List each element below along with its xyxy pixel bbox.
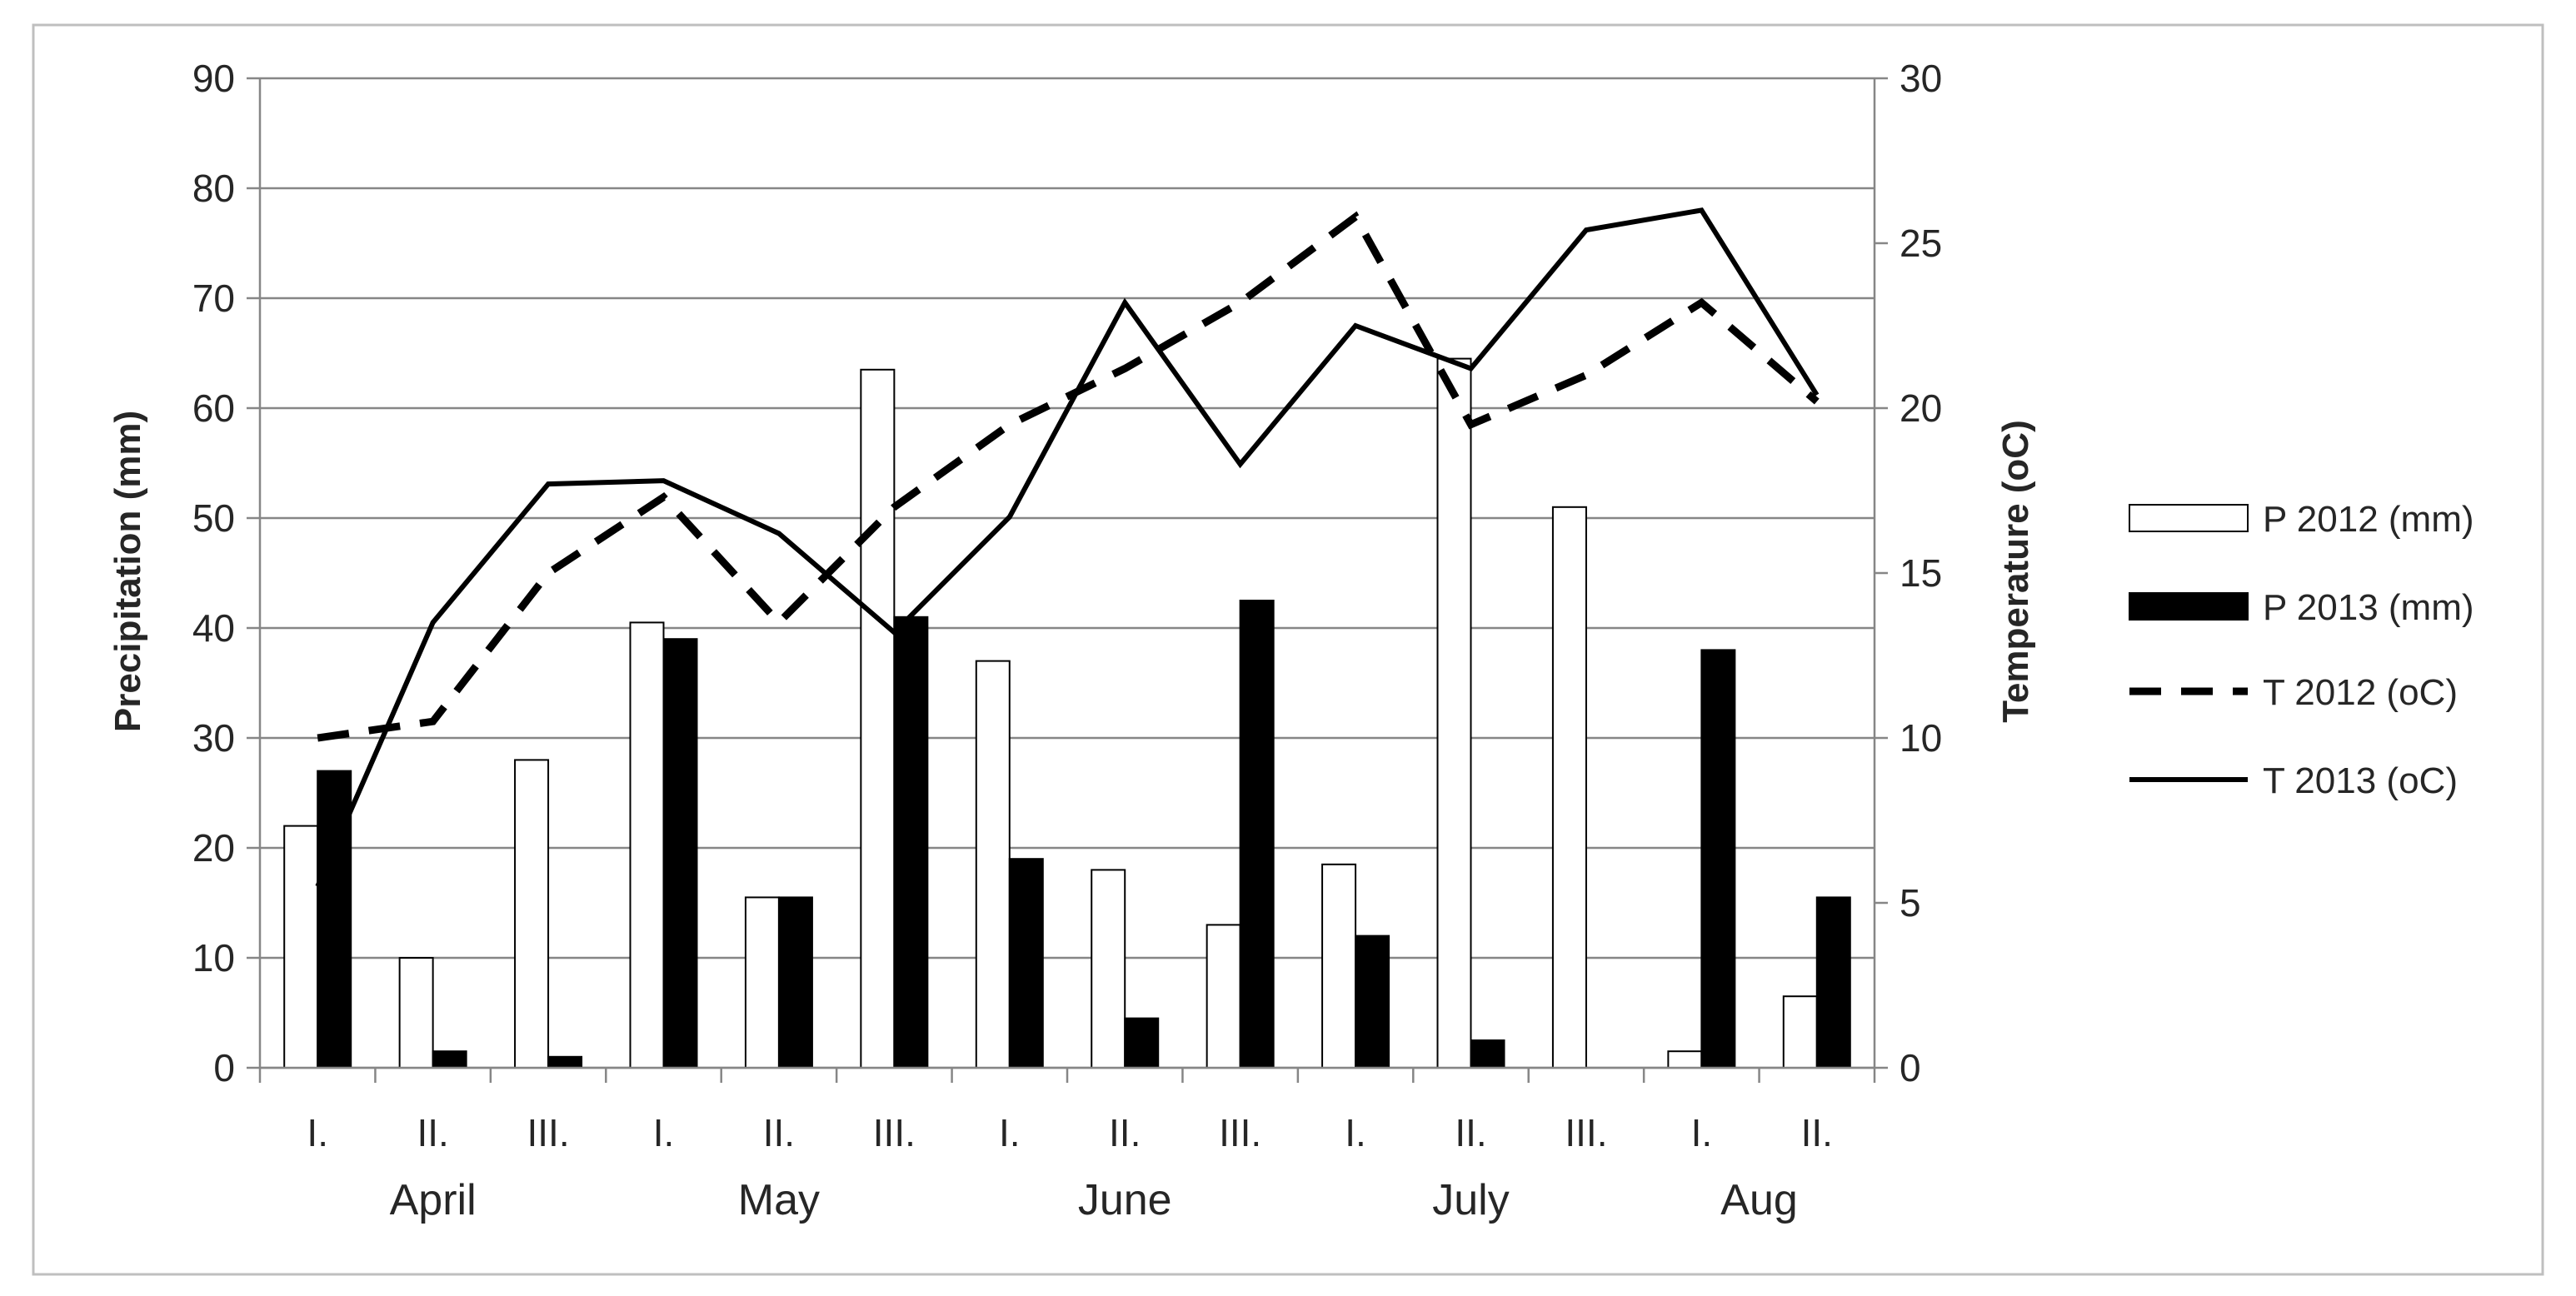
bar [1321, 863, 1357, 1069]
y-tick-label: 50 [192, 496, 235, 540]
y2-tick-label: 5 [1900, 881, 1921, 925]
x-tick-label: I. [1691, 1111, 1713, 1154]
legend-swatch [2129, 504, 2249, 532]
y2-tick-label: 25 [1900, 222, 1942, 265]
bar [744, 896, 780, 1069]
bar [629, 621, 665, 1069]
legend-label: P 2012 (mm) [2263, 499, 2474, 540]
x-tick-label: I. [1345, 1111, 1366, 1154]
y-tick-label: 30 [192, 716, 235, 760]
series-line [317, 211, 1820, 742]
legend-label: P 2013 (mm) [2263, 587, 2474, 628]
legend-label: T 2013 (oC) [2263, 760, 2458, 801]
bar [514, 759, 550, 1069]
month-label: April [390, 1176, 477, 1224]
y-tick-label: 10 [192, 936, 235, 979]
x-tick-label: III. [1565, 1111, 1607, 1154]
y-tick-label: 20 [192, 826, 235, 870]
y2-tick-label: 20 [1900, 386, 1942, 430]
x-tick-label: III. [1219, 1111, 1261, 1154]
y-tick-label: 0 [213, 1046, 235, 1089]
bar [1667, 1050, 1703, 1069]
bar [1008, 858, 1044, 1069]
y-tick-label: 40 [192, 606, 235, 650]
legend-swatch [2129, 592, 2249, 621]
x-tick-label: II. [1455, 1111, 1486, 1154]
bar [1470, 1039, 1505, 1069]
bar [1551, 506, 1587, 1069]
bar [893, 616, 929, 1069]
y2-tick-label: 10 [1900, 716, 1942, 760]
y-tick-label: 80 [192, 167, 235, 210]
x-tick-label: I. [307, 1111, 328, 1154]
bar [1700, 649, 1736, 1069]
bar [1206, 924, 1241, 1069]
month-label: Aug [1720, 1176, 1798, 1224]
month-label: June [1078, 1176, 1172, 1224]
x-tick-label: II. [417, 1111, 448, 1154]
y2-tick-label: 0 [1900, 1046, 1921, 1089]
bar [1436, 357, 1472, 1069]
bar [662, 638, 698, 1069]
y-tick-label: 70 [192, 277, 235, 320]
x-tick-label: I. [999, 1111, 1021, 1154]
bar [1124, 1017, 1160, 1069]
y-axis-title: Precipitation (mm) [107, 411, 148, 732]
bar [432, 1050, 467, 1069]
x-tick-label: II. [763, 1111, 795, 1154]
chart-frame [32, 23, 2544, 1276]
axis-labels: 0 10 20 30 40 50 60 70 80 90 0 5 10 15 20 25 30 I. II. III.… [192, 57, 1942, 1224]
bar [1091, 869, 1126, 1069]
bar [398, 957, 434, 1069]
y2-tick-label: 15 [1900, 551, 1942, 595]
bar [283, 825, 319, 1069]
y-tick-label: 90 [192, 57, 235, 100]
legend-label: T 2012 (oC) [2263, 672, 2458, 713]
bar [1815, 896, 1851, 1069]
bar [860, 368, 896, 1069]
axes [247, 77, 1888, 1083]
bar [975, 660, 1011, 1069]
x-tick-label: II. [1801, 1111, 1833, 1154]
x-tick-label: III. [527, 1111, 570, 1154]
x-tick-label: III. [873, 1111, 916, 1154]
month-label: May [738, 1176, 820, 1224]
bar [777, 896, 813, 1069]
bar [1239, 600, 1275, 1069]
bar [547, 1055, 583, 1069]
series-line [315, 207, 1820, 888]
month-label: July [1432, 1176, 1509, 1224]
y2-tick-label: 30 [1900, 57, 1942, 100]
bar [1782, 995, 1818, 1069]
y2-axis-title: Temperature (oC) [1995, 420, 2036, 722]
y-tick-label: 60 [192, 386, 235, 430]
legend: P 2012 (mm) P 2013 (mm) T 2012 (oC) T 2013 … [2129, 499, 2474, 801]
temperature-lines [315, 207, 1820, 888]
bar [1355, 935, 1390, 1069]
x-tick-label: II. [1109, 1111, 1141, 1154]
x-tick-label: I. [653, 1111, 675, 1154]
